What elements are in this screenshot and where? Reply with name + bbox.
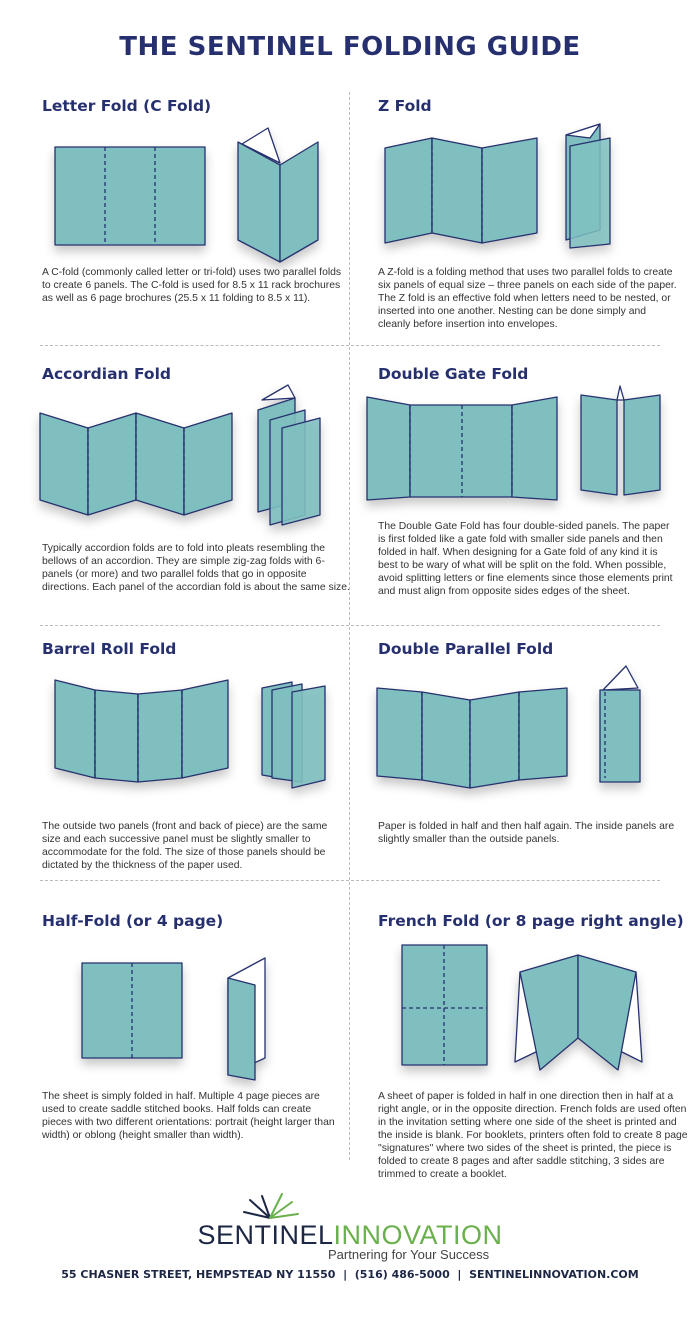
letter-fold-heading: Letter Fold (C Fold) [42,97,212,115]
page-title: THE SENTINEL FOLDING GUIDE [119,32,581,62]
row-divider [40,345,660,346]
double-gate-fold-flat-diagram [366,396,558,501]
half-fold-heading: Half-Fold (or 4 page) [42,912,224,930]
tagline: Partnering for Your Success [328,1247,490,1262]
half-fold-folded-diagram [227,957,266,1081]
double-gate-fold-text: The Double Gate Fold has four double-sid… [378,521,673,597]
barrel-roll-fold-flat-diagram [54,679,229,783]
accordian-fold-folded-diagram [257,384,321,526]
letter-fold-text: A C-fold (commonly called letter or tri-… [42,267,342,304]
accordian-fold-text: Typically accordion folds are to fold in… [42,543,350,593]
half-fold-text: The sheet is simply folded in half. Mult… [42,1091,335,1141]
letter-fold-flat-diagram [54,146,206,246]
row-divider [40,880,660,881]
double-parallel-fold-flat-diagram [376,687,568,789]
contact-address: 55 CHASNER STREET, HEMPSTEAD NY 11550 | … [61,1268,639,1281]
accordian-fold-heading: Accordian Fold [42,365,171,383]
french-fold-folded-diagram [514,954,643,1071]
double-gate-fold-heading: Double Gate Fold [378,365,529,383]
sentinel-logo-burst-icon [243,1193,299,1219]
french-fold-heading: French Fold (or 8 page right angle) [378,912,684,930]
double-gate-fold-folded-diagram [580,385,661,496]
z-fold-flat-diagram [384,137,538,244]
barrel-roll-fold-text: The outside two panels (front and back o… [42,821,328,871]
z-fold-text: A Z-fold is a folding method that uses t… [378,267,677,330]
accordian-fold-flat-diagram [39,412,233,516]
logo-innovation: INNOVATION [333,1220,503,1250]
barrel-roll-fold-heading: Barrel Roll Fold [42,640,177,658]
barrel-roll-fold-folded-diagram [261,681,326,789]
double-parallel-fold-folded-diagram [599,665,641,783]
column-divider [349,92,350,1160]
half-fold-flat-diagram [81,962,183,1059]
french-fold-flat-diagram [401,944,488,1066]
z-fold-heading: Z Fold [378,97,432,115]
z-fold-folded-diagram [565,123,611,249]
letter-fold-folded-diagram [237,127,319,263]
row-divider [40,625,660,626]
sentinel-innovation-logo: SENTINELINNOVATION [0,1220,700,1251]
french-fold-text: A sheet of paper is folded in half in on… [378,1091,688,1180]
double-parallel-fold-heading: Double Parallel Fold [378,640,554,658]
logo-sentinel: SENTINEL [197,1220,334,1250]
double-parallel-fold-text: Paper is folded in half and then half ag… [378,821,675,845]
